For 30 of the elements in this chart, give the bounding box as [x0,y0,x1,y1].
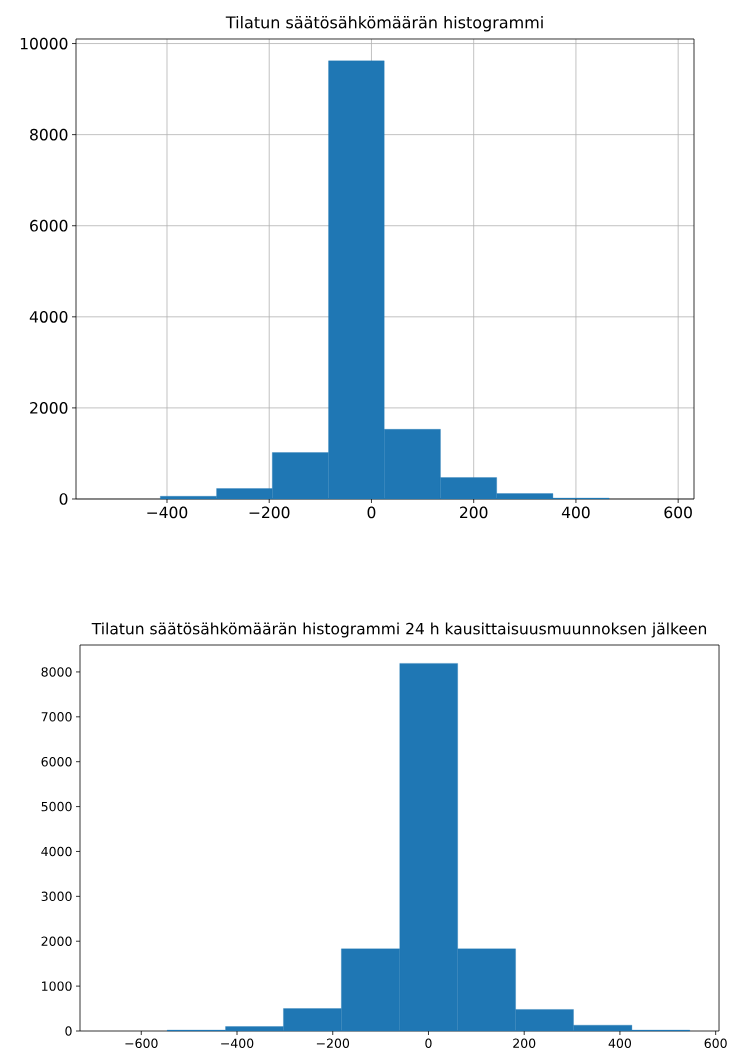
y-tick-label: 3000 [41,891,72,902]
x-tick-label: −200 [249,506,290,519]
x-tick-label: −600 [125,1038,158,1048]
y-tick-label: 0 [59,493,68,505]
chart-title: Tilatun säätösähkömäärän histogrammi 24 h kausittaisuusmuunnoksen jälkeen [91,622,707,638]
y-tick-label: 8000 [41,667,72,677]
x-tick-label: −400 [221,1038,254,1048]
x-tick-label: 600 [664,506,692,519]
y-tick-label: 6000 [41,756,72,767]
y-tick-label: 2000 [41,936,72,946]
x-tick-label: 0 [425,1038,432,1048]
x-tick-label: 400 [608,1038,632,1048]
y-tick-label: 4000 [41,846,72,857]
y-tick-label: 5000 [41,801,72,812]
y-tick-label: 1000 [42,981,72,991]
y-tick-label: 4000 [29,310,68,323]
y-tick-label: 6000 [30,219,68,232]
chart-title: Tilatun säätösähkömäärän histogrammi [225,16,543,32]
x-tick-label: 600 [704,1038,727,1048]
x-tick-label: 400 [561,506,590,519]
y-tick-label: 10000 [20,37,68,50]
x-tick-label: 200 [460,506,488,519]
x-tick-label: −400 [147,506,188,519]
y-tick-label: 2000 [30,402,68,414]
x-tick-label: −200 [316,1038,350,1048]
y-tick-label: 8000 [30,128,68,141]
y-tick-label: 7000 [41,712,72,722]
x-tick-label: 0 [367,506,376,519]
x-tick-label: 200 [513,1038,536,1048]
y-tick-label: 0 [65,1026,72,1036]
